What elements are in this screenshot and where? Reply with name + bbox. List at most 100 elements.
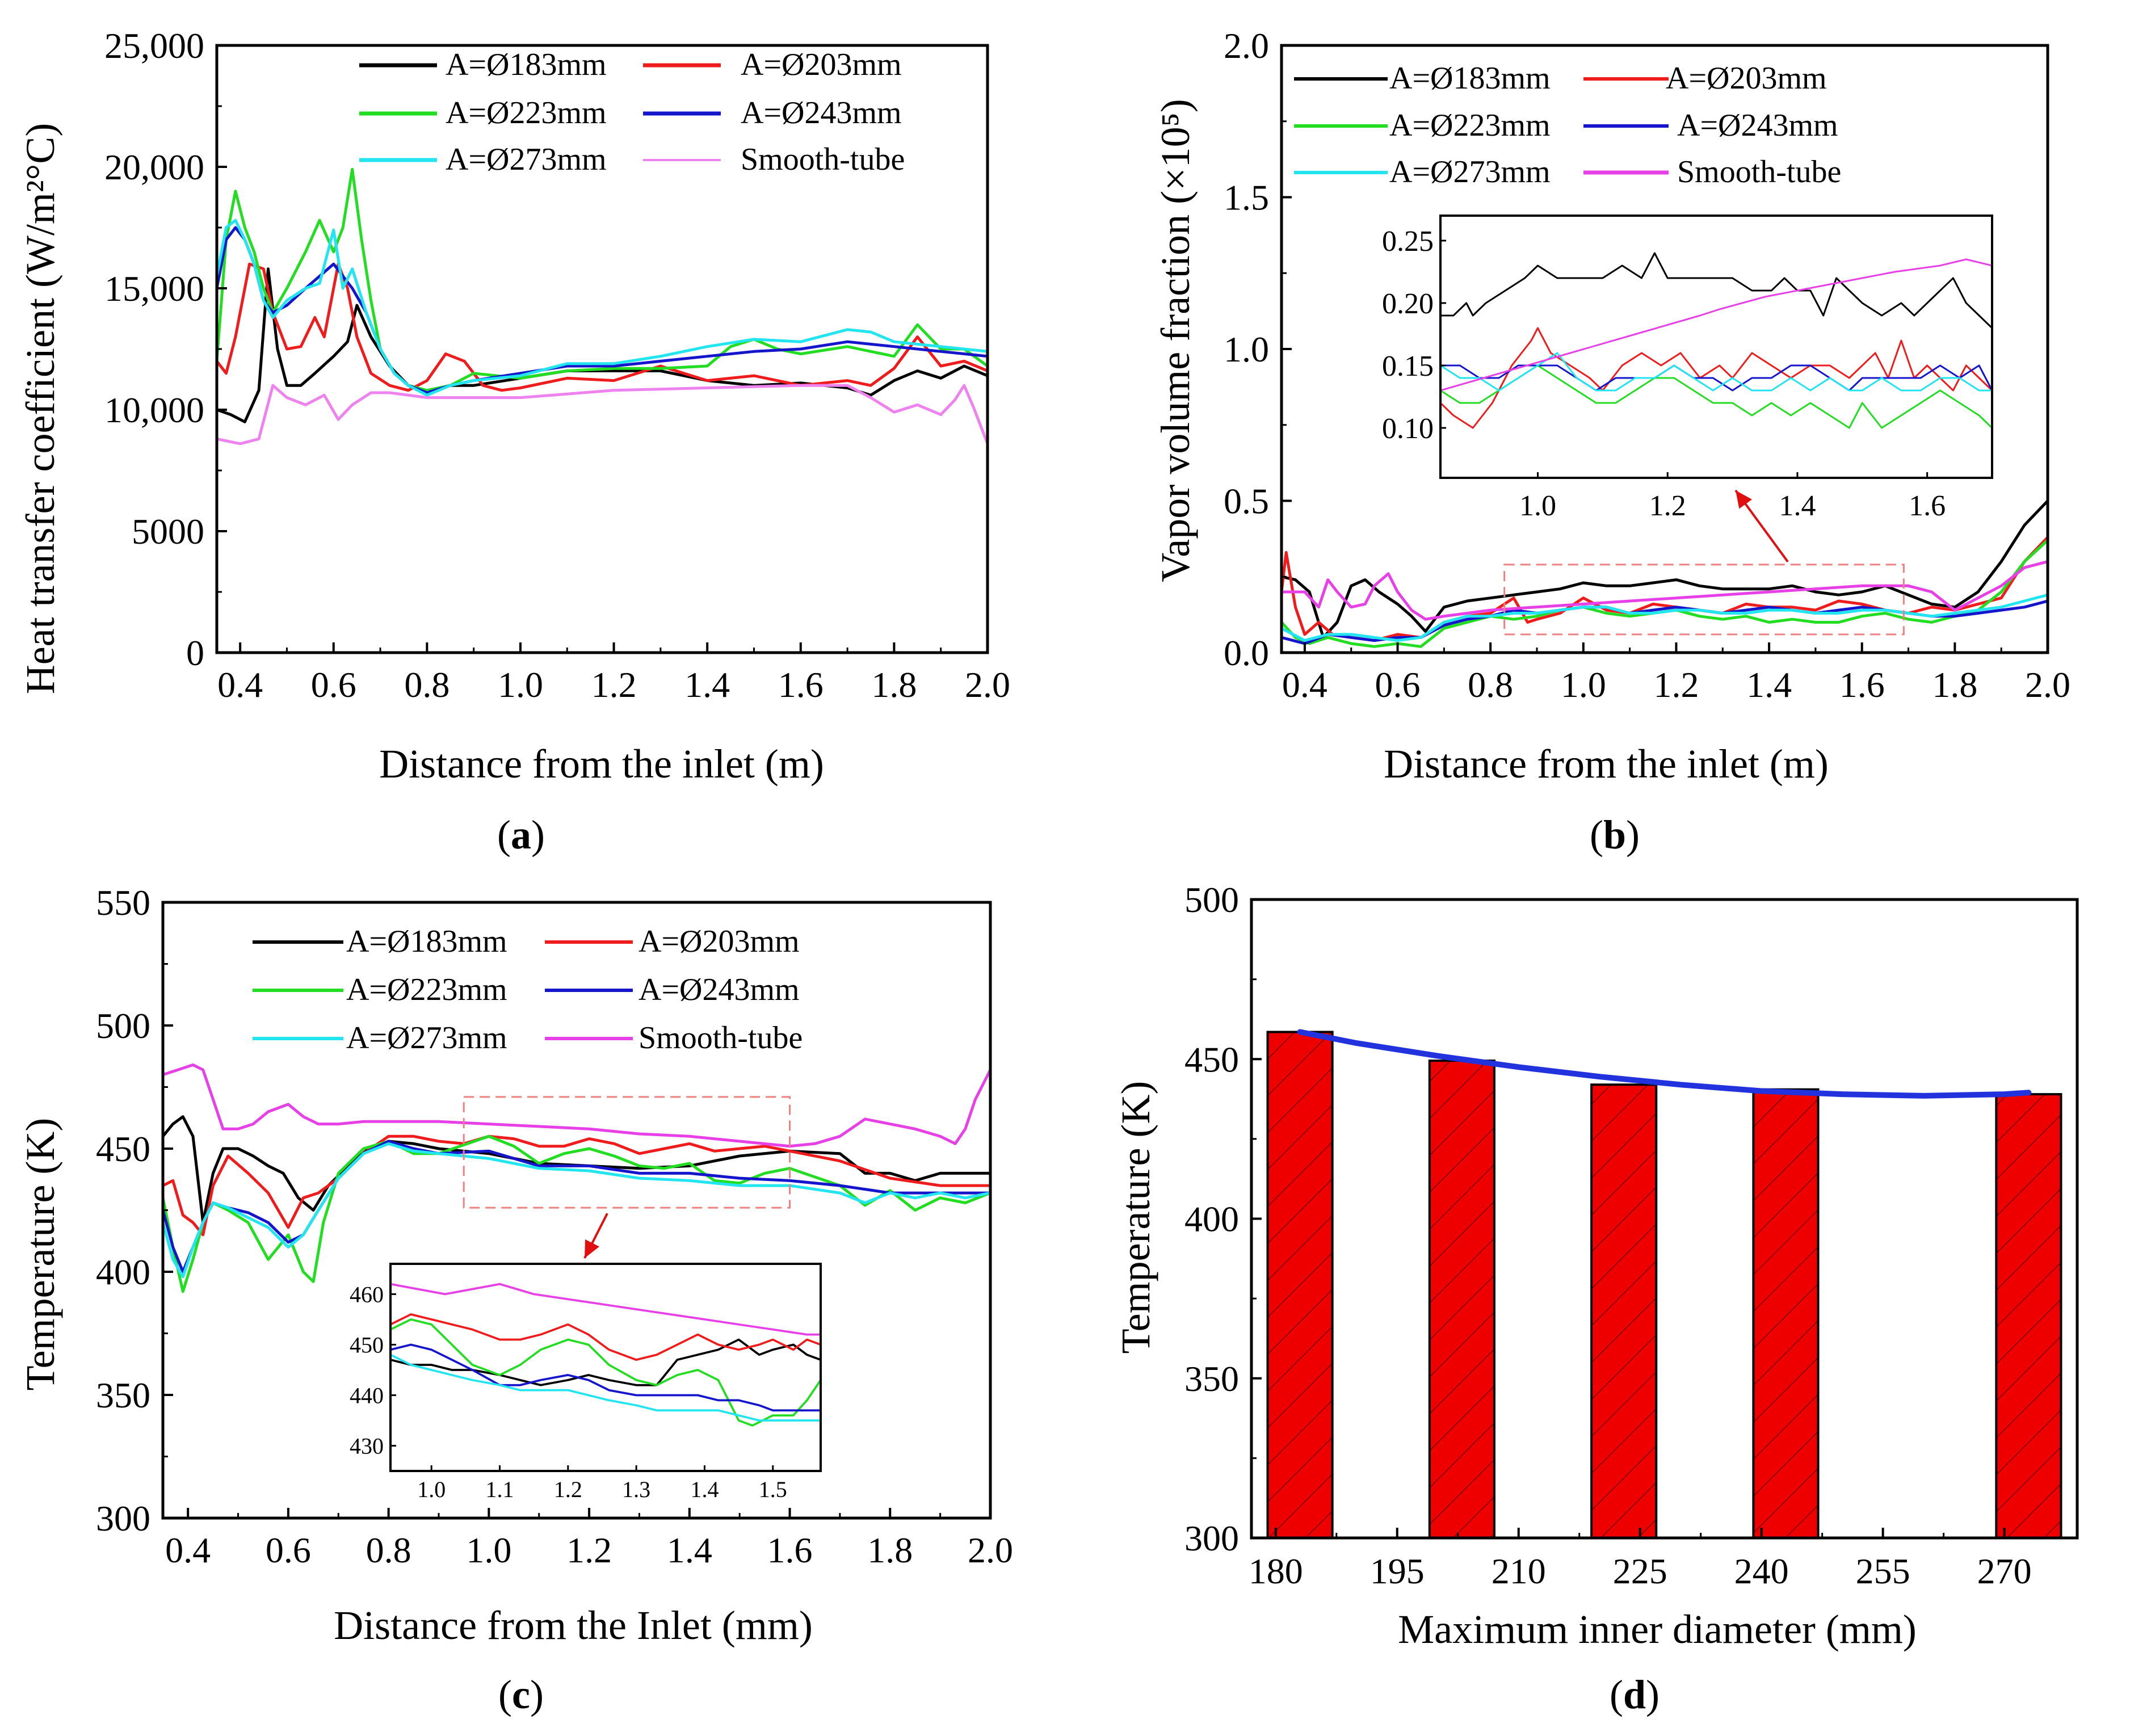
y-tick-label: 450 bbox=[1184, 1039, 1239, 1079]
x-tick-label: 1.2 bbox=[591, 665, 637, 705]
x-tick-label: 195 bbox=[1370, 1551, 1425, 1591]
series-line-a-223mm bbox=[163, 1134, 990, 1293]
panel-a: Heat transfer coefficient (W/m²°C) Dista… bbox=[18, 26, 1010, 858]
caption: (b) bbox=[1590, 812, 1640, 858]
legend-label: Smooth-tube bbox=[638, 1020, 803, 1056]
legend-label: A=Ø243mm bbox=[1677, 108, 1838, 143]
y-tick-label: 0.20 bbox=[1382, 288, 1434, 320]
x-tick-label: 2.0 bbox=[965, 665, 1010, 705]
bar-group bbox=[1266, 1031, 2062, 1539]
y-tick-label: 460 bbox=[350, 1281, 384, 1307]
x-tick-label: 1.4 bbox=[684, 665, 730, 705]
axes: 0.4 0.6 0.8 1.0 1.2 1.4 1.6 1.8 2.0 0.0 0.5 1.0 1.5 2… bbox=[1224, 26, 2070, 705]
inset-frame bbox=[389, 1263, 822, 1472]
legend-label: A=Ø203mm bbox=[741, 47, 902, 82]
caption: (d) bbox=[1610, 1672, 1660, 1717]
ylabel: Vapor volume fraction (×10⁵) bbox=[1153, 99, 1198, 582]
x-tick-label: 0.4 bbox=[165, 1530, 211, 1570]
x-tick-label: 1.8 bbox=[871, 665, 917, 705]
x-tick-label: 2.0 bbox=[2025, 665, 2070, 705]
y-tick-label: 300 bbox=[1184, 1518, 1239, 1558]
x-tick-label: 1.4 bbox=[1779, 490, 1816, 522]
inset-plot: 1.0 1.1 1.2 1.3 1.4 1.5 430 440 450 460 bbox=[350, 1263, 822, 1502]
x-tick-label: 0.4 bbox=[217, 665, 263, 705]
series-line-a-183mm bbox=[1440, 252, 1992, 329]
inset-series-group bbox=[390, 1283, 821, 1427]
x-tick-label: 1.8 bbox=[1932, 665, 1977, 705]
bar bbox=[1995, 1093, 2062, 1539]
series-line-a-203mm bbox=[217, 262, 988, 392]
legend-label: A=Ø273mm bbox=[446, 142, 607, 177]
series-line-a-273mm bbox=[163, 1142, 990, 1279]
x-tick-label: 270 bbox=[1977, 1551, 2032, 1591]
x-tick-label: 0.8 bbox=[404, 665, 449, 705]
x-tick-label: 255 bbox=[1856, 1551, 1910, 1591]
y-tick-label: 1.0 bbox=[1224, 329, 1269, 369]
inset-background bbox=[1440, 216, 1992, 478]
x-tick-label: 1.0 bbox=[498, 665, 543, 705]
y-tick-label: 550 bbox=[96, 882, 150, 923]
panel-c: Temperature (K) Distance from the Inlet … bbox=[18, 882, 1013, 1717]
y-tick-label: 500 bbox=[96, 1006, 150, 1046]
x-tick-label: 1.0 bbox=[466, 1530, 511, 1570]
y-tick-label: 440 bbox=[350, 1382, 384, 1408]
series-line-smooth-tube bbox=[163, 1063, 990, 1148]
y-tick-label: 10,000 bbox=[104, 390, 204, 430]
y-tick-label: 15,000 bbox=[104, 268, 204, 309]
axes: 1.0 1.2 1.4 1.6 0.10 0.15 0.20 0.25 bbox=[1382, 225, 1946, 522]
y-tick-label: 430 bbox=[350, 1433, 384, 1458]
legend: A=Ø183mm A=Ø203mm A=Ø223mm A=Ø243mm A=Ø2… bbox=[359, 47, 905, 177]
x-tick-label: 1.1 bbox=[486, 1477, 514, 1502]
x-tick-label: 1.6 bbox=[778, 665, 824, 705]
inset-frame bbox=[1439, 215, 1993, 479]
series-group bbox=[217, 167, 988, 445]
x-tick-label: 1.6 bbox=[767, 1530, 813, 1570]
x-tick-label: 1.3 bbox=[622, 1477, 650, 1502]
ylabel: Heat transfer coefficient (W/m²°C) bbox=[18, 123, 63, 695]
caption: (a) bbox=[497, 812, 545, 858]
legend-label: A=Ø183mm bbox=[346, 924, 507, 959]
series-line-smooth-tube bbox=[1440, 258, 1992, 392]
y-tick-label: 0.0 bbox=[1224, 633, 1269, 673]
axes: 0.4 0.6 0.8 1.0 1.2 1.4 1.6 1.8 2.0 0 5000 10,000 15… bbox=[104, 26, 1010, 705]
y-tick-label: 450 bbox=[350, 1332, 384, 1357]
xlabel: Distance from the inlet (m) bbox=[1384, 741, 1829, 787]
series-group bbox=[1282, 499, 2048, 648]
y-tick-label: 2.0 bbox=[1224, 26, 1269, 66]
zoom-arrow-head bbox=[1736, 490, 1753, 509]
x-tick-label: 0.8 bbox=[1468, 665, 1513, 705]
y-tick-label: 25,000 bbox=[104, 26, 204, 66]
series-line-a-203mm bbox=[390, 1313, 821, 1361]
series-line-a-183mm bbox=[1282, 499, 2048, 639]
x-tick-label: 180 bbox=[1249, 1551, 1303, 1591]
x-tick-label: 0.6 bbox=[1375, 665, 1421, 705]
x-tick-label: 1.4 bbox=[1746, 665, 1792, 705]
legend-label: A=Ø243mm bbox=[741, 95, 902, 131]
zoom-arrow-head bbox=[585, 1239, 600, 1258]
x-tick-label: 240 bbox=[1734, 1551, 1789, 1591]
legend-label: Smooth-tube bbox=[741, 142, 905, 177]
series-line-a-273mm bbox=[217, 218, 988, 397]
x-tick-label: 1.2 bbox=[1653, 665, 1699, 705]
zoom-region-box bbox=[1503, 564, 1905, 636]
series-line-smooth-tube bbox=[1282, 560, 2048, 621]
bar bbox=[1428, 1060, 1495, 1539]
x-tick-label: 1.5 bbox=[759, 1477, 787, 1502]
y-tick-label: 0 bbox=[186, 633, 204, 673]
legend-label: A=Ø183mm bbox=[1389, 61, 1551, 96]
legend: A=Ø183mm A=Ø203mm A=Ø223mm A=Ø243mm A=Ø2… bbox=[253, 924, 803, 1056]
y-tick-label: 0.5 bbox=[1224, 481, 1269, 522]
inset-plot: 1.0 1.2 1.4 1.6 0.10 0.15 0.20 0.25 bbox=[1382, 215, 1993, 522]
x-tick-label: 225 bbox=[1613, 1551, 1667, 1591]
inset-series-group bbox=[1440, 252, 1992, 429]
series-line-a-183mm bbox=[390, 1338, 821, 1386]
x-tick-label: 1.6 bbox=[1909, 490, 1946, 522]
x-tick-label: 0.8 bbox=[366, 1530, 411, 1570]
y-tick-label: 20,000 bbox=[104, 147, 204, 187]
x-tick-label: 1.0 bbox=[1519, 490, 1556, 522]
legend-label: A=Ø203mm bbox=[638, 924, 800, 959]
axes: 180 195 210 225 240 255 270 300 350 400 450 500 bbox=[1184, 880, 2032, 1591]
y-tick-label: 450 bbox=[96, 1129, 150, 1169]
series-line-a-243mm bbox=[390, 1343, 821, 1412]
